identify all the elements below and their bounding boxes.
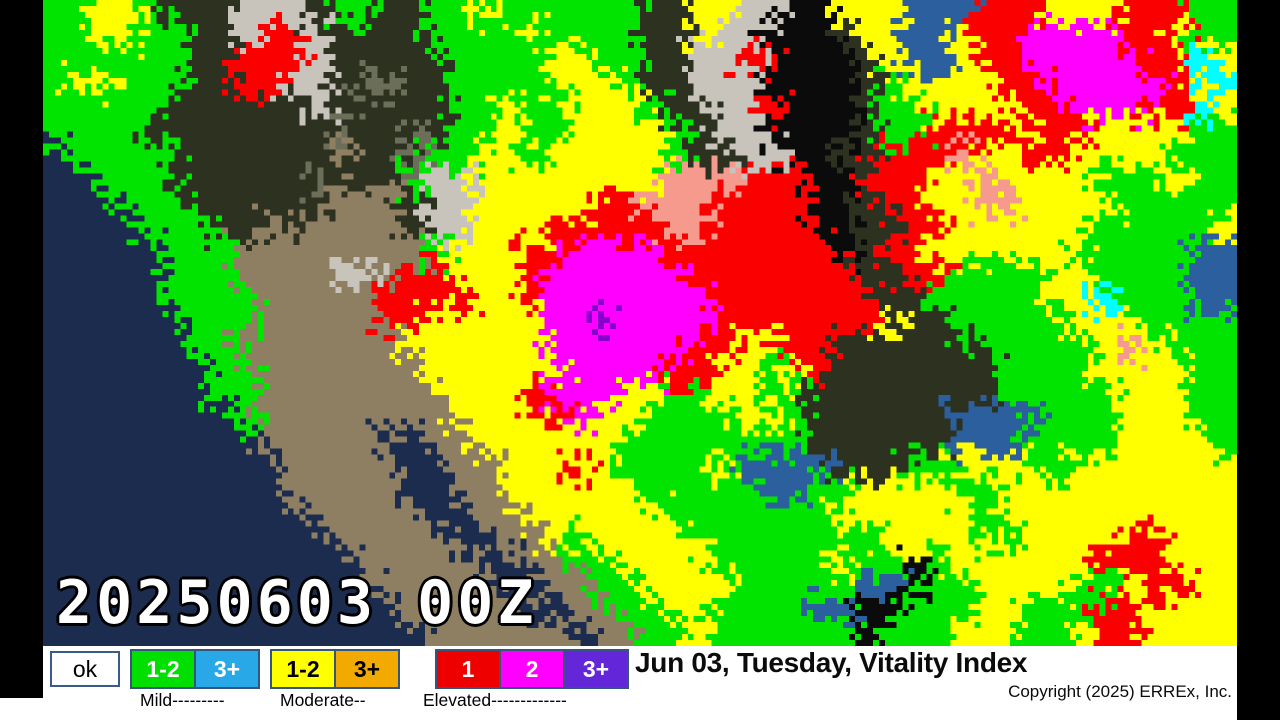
legend-box-2: 2 xyxy=(499,649,565,689)
legend-group-moderate: 1-2 3+ xyxy=(270,649,400,689)
legend-group-elevated: 1 2 3+ xyxy=(435,649,629,689)
legend-box-3+: 3+ xyxy=(334,649,400,689)
legend-box-1-2: 1-2 xyxy=(130,649,196,689)
legend-box-3+: 3+ xyxy=(563,649,629,689)
weather-map: 20250603 00Z xyxy=(0,0,1280,698)
legend-box-1: 1 xyxy=(435,649,501,689)
map-timestamp: 20250603 00Z xyxy=(56,568,538,638)
legend: ok 1-2 3+ 1-2 3+ 1 2 3+ Mild--------- Modera… xyxy=(43,646,1237,720)
legend-label-moderate: Moderate-- xyxy=(280,690,366,710)
page-title: Jun 03, Tuesday, Vitality Index xyxy=(635,647,1028,678)
legend-ok-box: ok xyxy=(50,651,120,687)
legend-group-mild: 1-2 3+ xyxy=(130,649,260,689)
legend-bar: ok 1-2 3+ 1-2 3+ 1 2 3+ Mild--------- Modera… xyxy=(0,646,1280,720)
left-black-edge xyxy=(0,0,43,698)
map-raster xyxy=(43,0,1237,646)
legend-label-elevated: Elevated------------- xyxy=(423,690,567,710)
right-black-edge xyxy=(1237,0,1280,720)
legend-box-3+: 3+ xyxy=(194,649,260,689)
legend-box-1-2: 1-2 xyxy=(270,649,336,689)
left-black-edge-stub xyxy=(0,646,43,698)
copyright-text: Copyright (2025) ERREx, Inc. xyxy=(1008,682,1232,701)
legend-label-mild: Mild--------- xyxy=(140,690,225,710)
